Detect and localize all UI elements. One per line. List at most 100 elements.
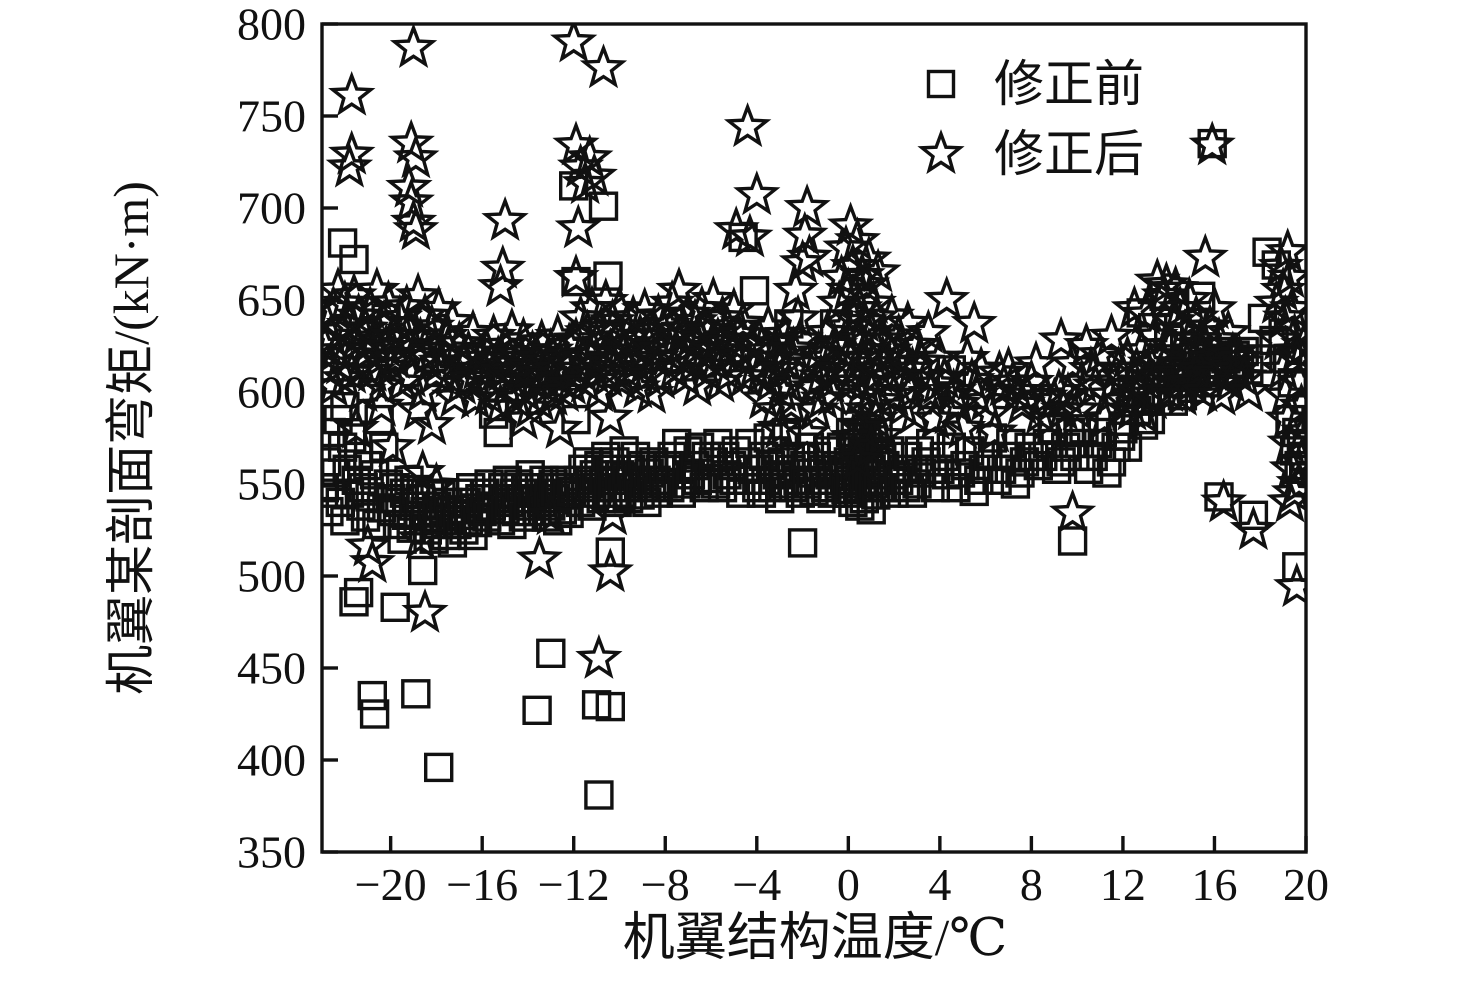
- x-tick-label: 0: [837, 859, 860, 910]
- scatter-point-after: [1280, 407, 1306, 453]
- scatter-point-after: [923, 275, 971, 321]
- scatter-point-after: [884, 299, 932, 345]
- scatter-point-after: [772, 265, 820, 311]
- legend-label: 修正后: [994, 126, 1144, 182]
- scatter-point-before: [787, 528, 818, 558]
- scatter-point-after: [428, 297, 477, 343]
- scatter-point-after: [499, 394, 548, 440]
- scatter-point-before: [941, 473, 971, 503]
- scatter-point-before: [595, 537, 625, 567]
- x-tick-label: −8: [641, 859, 690, 910]
- scatter-point-after: [392, 205, 440, 251]
- scatter-point-after: [385, 162, 433, 208]
- scatter-point-after: [325, 142, 374, 188]
- scatter-point-before: [1238, 500, 1269, 530]
- scatter-point-after: [527, 490, 575, 536]
- scatter-point-after: [856, 376, 905, 422]
- y-tick-label: 650: [237, 275, 306, 326]
- scatter-point-after: [829, 242, 877, 288]
- y-tick-label: 550: [237, 459, 306, 510]
- scatter-point-after: [1181, 232, 1229, 278]
- scatter-point-after: [328, 70, 376, 116]
- x-tick-label: 8: [1020, 859, 1043, 910]
- scatter-point-after: [845, 234, 893, 280]
- scatter-point-after: [451, 374, 499, 420]
- scatter-point-after: [515, 376, 564, 422]
- legend-label: 修正前: [994, 56, 1144, 112]
- scatter-point-after: [561, 159, 609, 205]
- scatter-point-after: [723, 102, 772, 148]
- series-after: [322, 24, 1306, 679]
- scatter-point-after: [1087, 311, 1136, 357]
- scatter-point-before: [584, 780, 614, 810]
- scatter-point-after: [1158, 370, 1207, 416]
- scatter-point-after: [1266, 253, 1306, 299]
- scatter-point-after: [591, 343, 639, 389]
- scatter-point-after: [1273, 562, 1306, 608]
- scatter-point-after: [1053, 385, 1101, 431]
- scatter-point-before: [959, 476, 989, 507]
- scatter-point-after: [655, 265, 703, 311]
- y-tick-label: 350: [237, 827, 306, 878]
- scatter-point-after: [838, 251, 886, 297]
- scatter-point-after: [733, 170, 781, 216]
- x-tick-label: 4: [928, 859, 951, 910]
- scatter-point-before: [330, 392, 360, 422]
- scatter-point-after: [838, 403, 886, 449]
- scatter-point-after: [515, 534, 564, 580]
- scatter-point-after: [801, 334, 850, 380]
- scatter-point-after: [554, 203, 602, 249]
- scatter-point-after: [1225, 367, 1273, 413]
- scatter-point-before: [595, 691, 625, 722]
- scatter-point-after: [401, 291, 449, 337]
- scatter-point-after: [1188, 120, 1236, 166]
- y-tick-label: 800: [237, 0, 306, 50]
- scatter-point-after: [939, 403, 987, 449]
- scatter-point-after: [396, 514, 445, 560]
- x-tick-label: −20: [355, 859, 427, 910]
- scatter-point-after: [353, 265, 401, 311]
- scatter-point-before: [408, 555, 438, 586]
- scatter-point-before: [1057, 526, 1088, 556]
- scatter-point-before: [522, 695, 552, 725]
- scatter-point-after: [579, 43, 628, 89]
- scatter-point-after: [950, 299, 998, 345]
- scatter-point-after: [673, 361, 721, 407]
- x-tick-label: −16: [446, 859, 518, 910]
- scatter-point-after: [785, 232, 834, 278]
- scatter-point-after: [1268, 284, 1306, 330]
- scatter-point-after: [369, 422, 417, 468]
- scatter-point-before: [343, 577, 374, 608]
- scatter-point-before: [359, 699, 390, 729]
- scatter-point-before: [357, 680, 387, 711]
- scatter-point-after: [575, 633, 623, 679]
- scatter-point-after: [829, 413, 877, 459]
- scatter-point-after: [870, 370, 918, 416]
- scatter-point-after: [1190, 284, 1239, 330]
- scatter-point-after: [449, 308, 497, 354]
- y-axis-label: 机翼某剖面弯矩/(kN·m): [103, 181, 159, 695]
- scatter-point-after: [783, 183, 831, 229]
- scatter-point-after: [1277, 437, 1306, 483]
- scatter-point-after: [1199, 477, 1248, 523]
- scatter-point-after: [394, 271, 442, 317]
- scatter-point-after: [481, 196, 529, 242]
- scatter-point-before: [547, 495, 577, 525]
- scatter-point-after: [1213, 345, 1262, 391]
- scatter-point-after: [552, 253, 600, 299]
- series-before: [322, 128, 1306, 810]
- scatter-point-before: [902, 469, 932, 499]
- scatter-point-after: [476, 262, 525, 308]
- scatter-point-after: [689, 275, 737, 321]
- scatter-point-after: [783, 409, 831, 455]
- y-tick-label: 500: [237, 551, 306, 602]
- scatter-point-after: [710, 286, 758, 332]
- scatter-point-after: [1270, 468, 1306, 514]
- y-tick-label: 700: [237, 183, 306, 234]
- scatter-point-before: [964, 465, 994, 495]
- scatter-point-after: [620, 286, 669, 332]
- scatter-point-before: [897, 478, 928, 508]
- scatter-point-after: [917, 129, 965, 175]
- scatter-point-after: [858, 411, 907, 457]
